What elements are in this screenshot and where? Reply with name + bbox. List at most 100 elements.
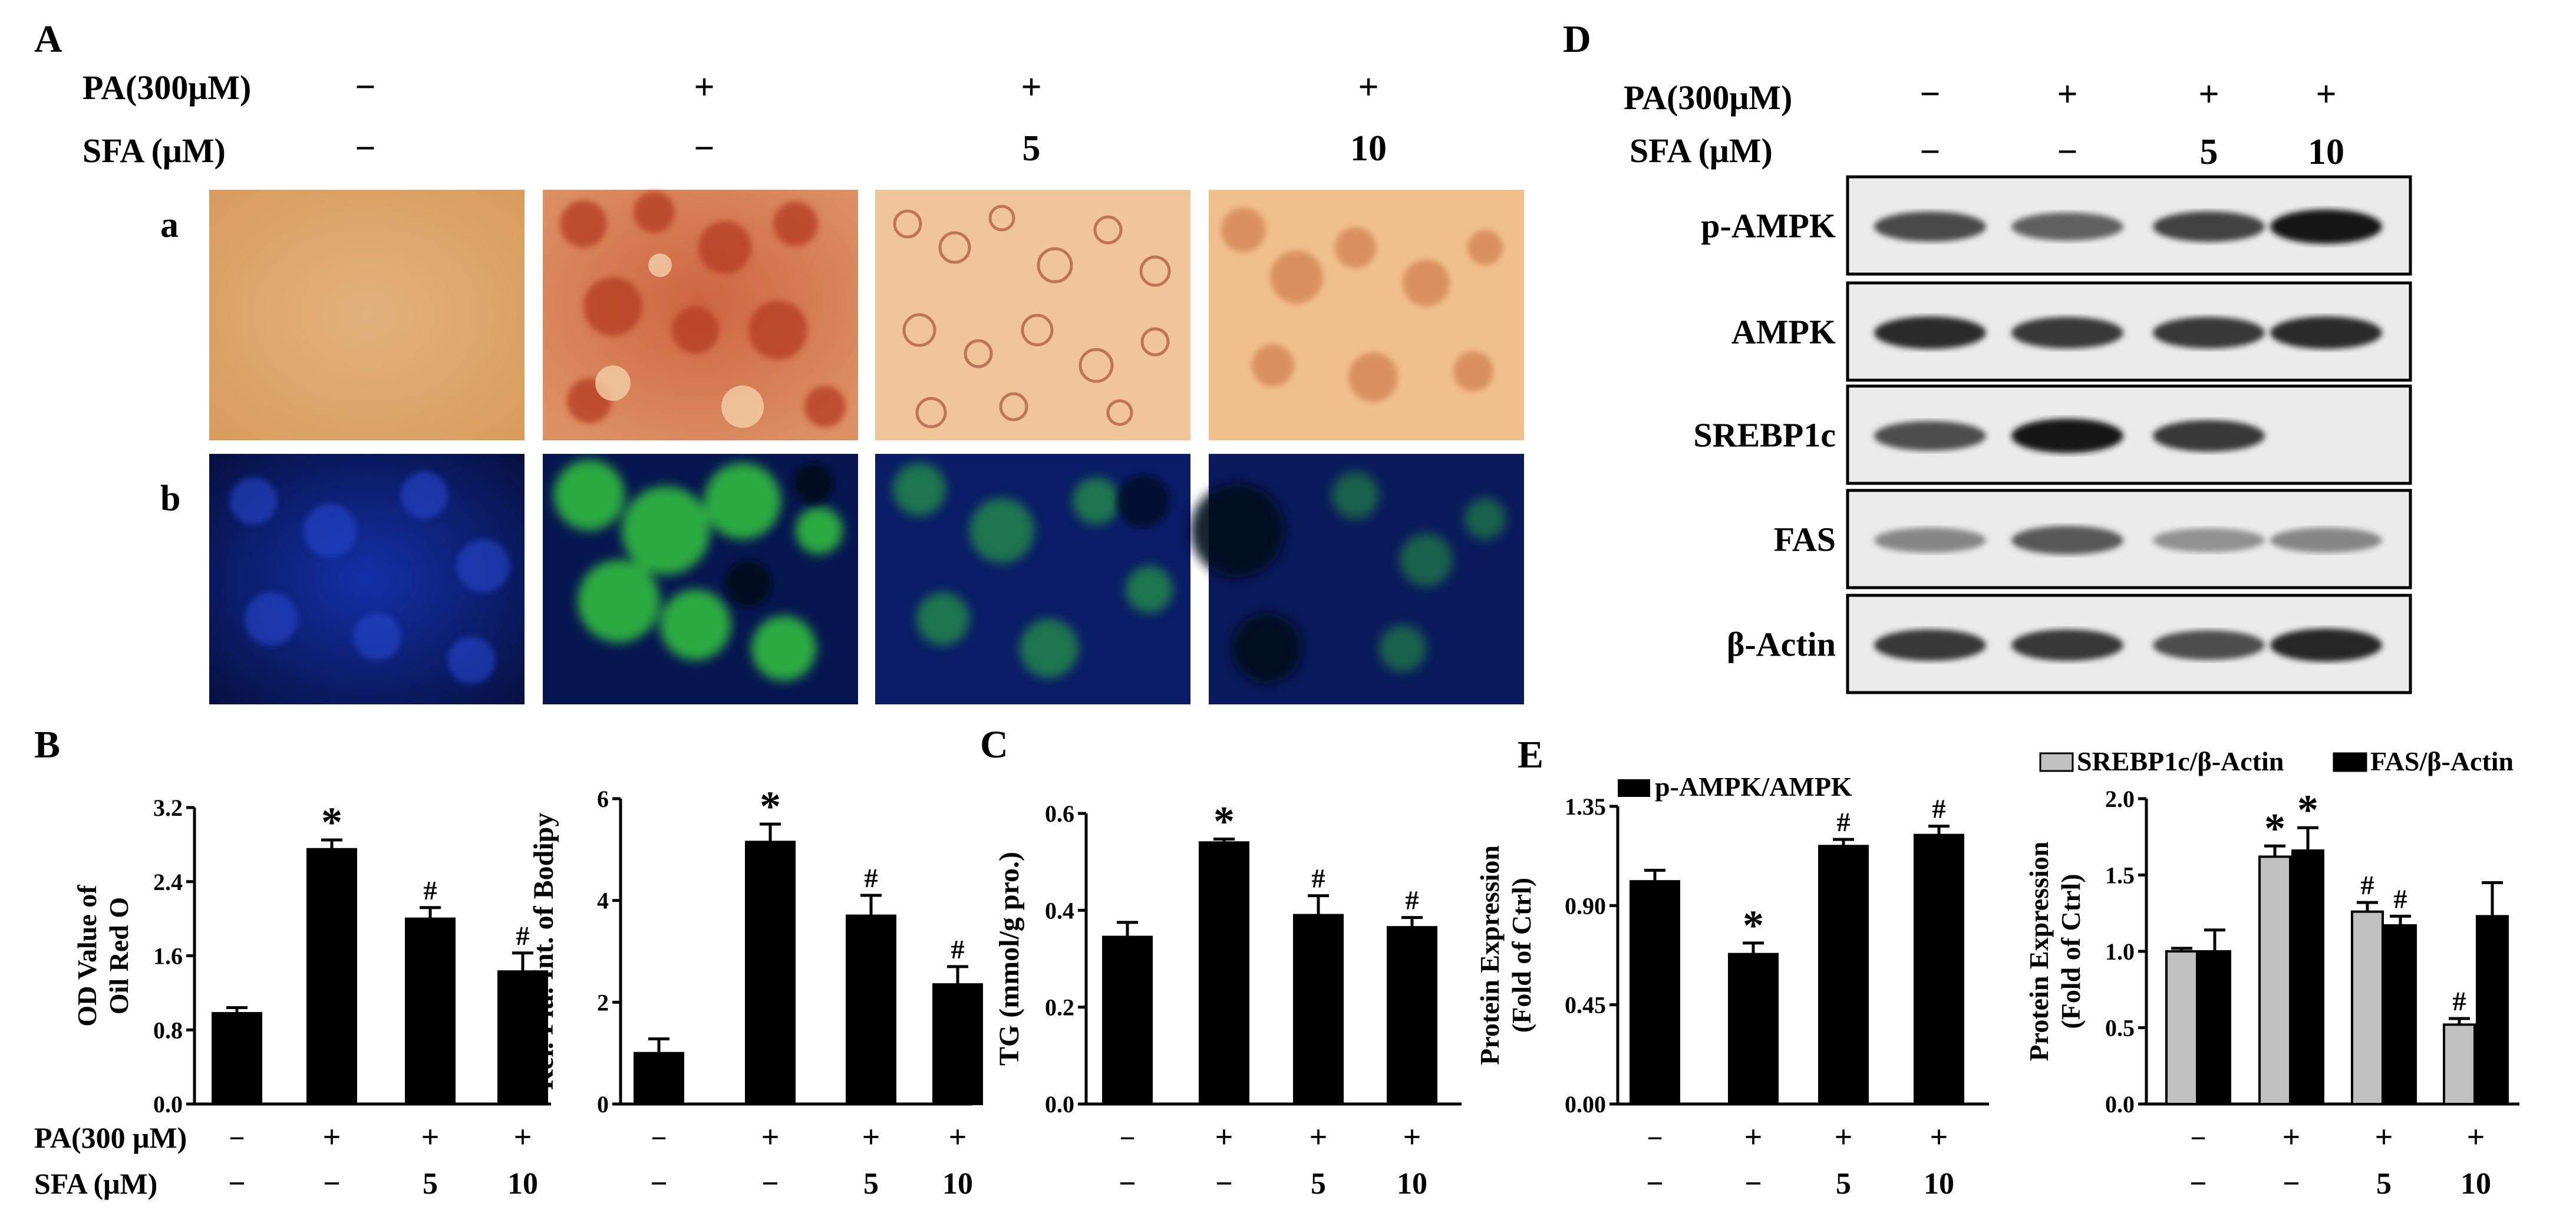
pa-sign: + xyxy=(1310,1119,1328,1155)
bodipy-image-ctrl xyxy=(209,454,525,704)
sfa-value: 5 xyxy=(863,1167,879,1201)
western-blot-rows: p-AMPK AMPK SREBP1c FAS β-Actin xyxy=(1693,175,2412,694)
blot-band xyxy=(2270,209,2382,244)
sfa-value: − xyxy=(1215,1167,1233,1201)
blot-row-label: SREBP1c xyxy=(1693,416,1836,454)
y-tick-label: 0.8 xyxy=(153,1017,183,1043)
bar xyxy=(497,970,548,1106)
panel-a-letter: A xyxy=(34,18,62,61)
panel-d-pa-signs: − + + + xyxy=(1919,74,2336,114)
y-axis-label: Rel. Flu. Int. of Bodipy xyxy=(528,813,559,1090)
blot-row-fas: FAS xyxy=(1774,489,2412,589)
significance-hash: # xyxy=(516,921,530,951)
subpanel-b-label: b xyxy=(160,479,180,519)
sfa-value: − xyxy=(1646,1167,1664,1201)
bar-srebp1c-actin xyxy=(2258,855,2291,1106)
pa-sign: + xyxy=(2375,1119,2393,1155)
sfa-value: 10 xyxy=(942,1167,973,1201)
pa-sign: + xyxy=(2467,1119,2485,1155)
pa-sign: + xyxy=(1215,1119,1233,1155)
bar xyxy=(846,914,896,1105)
legend-swatch xyxy=(1618,779,1650,797)
panel-e-letter: E xyxy=(1518,733,1543,776)
pa-sign: + xyxy=(862,1119,880,1155)
y-tick-label: 2.0 xyxy=(2105,786,2135,812)
y-tick-label: 0.2 xyxy=(1045,994,1074,1021)
significance-hash: # xyxy=(2361,870,2374,900)
bar xyxy=(1630,880,1680,1105)
blot-band xyxy=(1874,421,1986,451)
panel-d-sfa-values: − − 5 10 xyxy=(1919,132,2344,172)
y-axis-label: OD Value of xyxy=(72,885,102,1027)
bodipy-image-sfa5 xyxy=(875,454,1190,704)
legend-swatch xyxy=(2333,752,2367,772)
blot-band xyxy=(2011,418,2123,453)
panel-a-sfa-value: 5 xyxy=(1023,128,1041,169)
bar-fas-actin xyxy=(2476,915,2509,1106)
panel-a: A PA(300μM) SFA (μM) − + + + − − 5 10 a … xyxy=(34,18,1524,704)
blot-row-p-ampk: p-AMPK xyxy=(1701,175,2412,276)
sfa-value: − xyxy=(1119,1167,1136,1201)
panel-d-pa-sign: + xyxy=(2316,74,2336,114)
blot-row-label: FAS xyxy=(1774,520,1836,559)
panel-a-pa-signs: − + + + xyxy=(355,67,1378,107)
significance-hash: # xyxy=(951,934,965,964)
panel-d-pa-sign: + xyxy=(2057,74,2077,114)
significance-hash: # xyxy=(424,875,437,905)
pa-sign: − xyxy=(651,1123,667,1154)
y-tick-label: 0.45 xyxy=(1565,992,1606,1019)
panel-d-sfa-value: 10 xyxy=(2308,132,2344,172)
sfa-value: − xyxy=(2283,1167,2300,1201)
pa-sign: − xyxy=(1119,1123,1135,1154)
y-tick-label: 1.0 xyxy=(2105,938,2135,965)
blot-band xyxy=(2011,317,2123,349)
chart-oil-red-o: 0.0 0.8 1.6 2.4 3.2 OD Value of Oil Red O * # # − +… xyxy=(34,795,551,1201)
y-tick-label: 4 xyxy=(597,888,609,914)
panel-d-pa-sign: + xyxy=(2198,74,2219,114)
bar-srebp1c-actin xyxy=(2351,910,2384,1106)
bar-srebp1c-actin xyxy=(2165,950,2198,1105)
blot-row-label: AMPK xyxy=(1731,313,1836,351)
panel-a-pa-sign: + xyxy=(1358,67,1378,107)
panel-d-sfa-value: − xyxy=(1919,132,1940,172)
sfa-row-label: SFA (μM) xyxy=(34,1167,157,1200)
bar xyxy=(634,1052,684,1105)
sfa-value: − xyxy=(650,1167,668,1201)
panel-d: D PA(300μM) SFA (μM) − + + + − − 5 10 p-… xyxy=(1563,18,2412,694)
panel-a-pa-sign: + xyxy=(1021,67,1041,107)
sfa-value: 10 xyxy=(507,1167,538,1201)
panel-c-letter: C xyxy=(980,723,1008,766)
pa-sign: − xyxy=(2190,1123,2206,1154)
panel-b-letter: B xyxy=(34,723,60,766)
oil-red-o-image-ctrl xyxy=(209,190,525,440)
significance-hash: # xyxy=(1837,807,1851,837)
y-tick-label: 1.5 xyxy=(2105,862,2135,889)
pa-sign: + xyxy=(1744,1119,1763,1155)
y-axis-label: TG (mmol/g pro.) xyxy=(994,852,1025,1066)
sfa-value: 5 xyxy=(2376,1167,2392,1201)
pa-sign: + xyxy=(949,1119,967,1155)
y-tick-label: 2 xyxy=(597,989,609,1016)
blot-band xyxy=(2011,526,2123,555)
panel-d-sfa-label: SFA (μM) xyxy=(1630,131,1773,170)
bar xyxy=(1199,841,1249,1106)
y-tick-label: 3.2 xyxy=(153,795,183,821)
y-tick-label: 0.0 xyxy=(1045,1091,1074,1118)
bodipy-image-sfa10 xyxy=(1190,454,1524,704)
pa-sign: + xyxy=(761,1119,780,1155)
bar xyxy=(212,1011,262,1106)
panel-a-pa-sign: − xyxy=(355,67,375,107)
y-tick-label: 0.00 xyxy=(1565,1091,1606,1118)
significance-star: * xyxy=(2297,786,2318,833)
significance-hash: # xyxy=(865,863,878,893)
bar xyxy=(932,983,983,1106)
significance-star: * xyxy=(1743,902,1764,949)
panel-d-pa-label: PA(300μM) xyxy=(1624,78,1792,117)
y-axis-label: (Fold of Ctrl) xyxy=(2056,874,2086,1029)
blot-row-srebp1c: SREBP1c xyxy=(1693,384,2412,485)
panel-a-sfa-values: − − 5 10 xyxy=(355,128,1387,169)
y-axis-label: Protein Expression xyxy=(2024,842,2054,1062)
sfa-value: 5 xyxy=(423,1167,438,1201)
blot-band xyxy=(2153,630,2265,660)
legend-swatch xyxy=(2039,752,2074,772)
